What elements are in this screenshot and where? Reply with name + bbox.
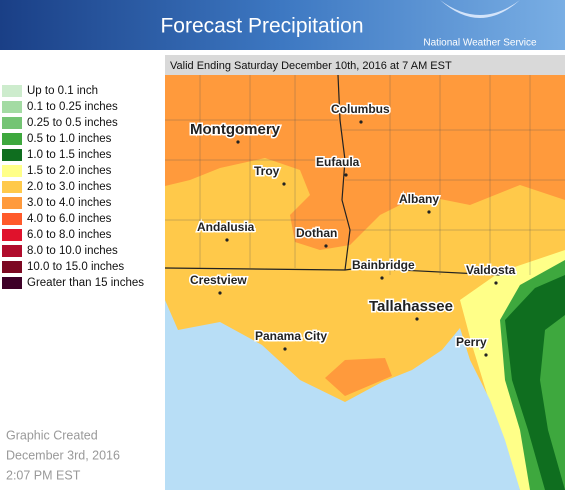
city-label: Panama City — [255, 329, 327, 343]
valid-time: Valid Ending Saturday December 10th, 201… — [170, 60, 452, 72]
legend-swatch — [2, 165, 22, 177]
city-label: Dothan — [296, 226, 337, 240]
legend-label: 0.25 to 0.5 inches — [27, 117, 118, 129]
legend-swatch — [2, 117, 22, 129]
rain-3-4-coast — [325, 358, 392, 396]
legend-swatch — [2, 261, 22, 273]
agency-name: National Weather Service — [423, 38, 537, 49]
valid-bar — [165, 55, 565, 75]
legend-label: 1.5 to 2.0 inches — [27, 165, 112, 177]
city-label: Troy — [254, 164, 280, 178]
city-dot — [427, 210, 431, 214]
legend-label: 0.5 to 1.0 inches — [27, 133, 112, 145]
legend-label: 4.0 to 6.0 inches — [27, 213, 112, 225]
city-dot — [415, 317, 419, 321]
city-dot — [484, 353, 488, 357]
rain-1-1.5 — [505, 275, 565, 490]
legend-label: Up to 0.1 inch — [27, 85, 98, 97]
city-dot — [359, 120, 363, 124]
city-dot — [283, 347, 287, 351]
city-label: Perry — [456, 335, 487, 349]
city-dot — [324, 244, 328, 248]
legend-label: Greater than 15 inches — [27, 277, 144, 289]
legend-swatch — [2, 213, 22, 225]
city-dot — [494, 281, 498, 285]
legend-swatch — [2, 101, 22, 113]
city-dot — [344, 173, 348, 177]
legend-swatch — [2, 197, 22, 209]
county-lines — [165, 75, 565, 275]
city-label: Montgomery — [190, 121, 281, 138]
city-label: Valdosta — [466, 263, 516, 277]
city-dot — [218, 291, 222, 295]
city-dot — [236, 140, 240, 144]
logo — [440, 0, 520, 18]
legend-swatch — [2, 245, 22, 257]
city-label: Columbus — [331, 102, 390, 116]
state-line — [164, 267, 501, 276]
legend-label: 10.0 to 15.0 inches — [27, 261, 124, 273]
legend-label: 6.0 to 8.0 inches — [27, 229, 112, 241]
city-labels: Montgomery Columbus Troy Eufaula Albany Andal… — [189, 101, 517, 357]
city-label: Andalusia — [197, 220, 255, 234]
state-line — [337, 74, 351, 271]
legend-swatch — [2, 85, 22, 97]
city-label: Crestview — [190, 273, 247, 287]
legend-label: 1.0 to 1.5 inches — [27, 149, 112, 161]
city-label: Tallahassee — [369, 298, 453, 315]
city-label: Eufaula — [316, 155, 360, 169]
gulf — [165, 300, 520, 490]
legend-label: 3.0 to 4.0 inches — [27, 197, 112, 209]
legend-label: 0.1 to 0.25 inches — [27, 101, 118, 113]
city-label: Bainbridge — [352, 258, 415, 272]
legend-label: 8.0 to 10.0 inches — [27, 245, 118, 257]
legend-swatch — [2, 277, 22, 289]
map: Valid Ending Saturday December 10th, 201… — [164, 55, 565, 490]
legend-swatch — [2, 133, 22, 145]
city-label: Albany — [399, 192, 439, 206]
footer-line: December 3rd, 2016 — [6, 448, 120, 462]
footer-line: 2:07 PM EST — [6, 468, 81, 482]
city-dot — [380, 276, 384, 280]
rain-3-4 — [165, 75, 565, 250]
city-dot — [282, 182, 286, 186]
footer-line: Graphic Created — [6, 428, 98, 442]
legend-swatch — [2, 229, 22, 241]
legend-label: 2.0 to 3.0 inches — [27, 181, 112, 193]
footer: Graphic Created December 3rd, 2016 2:07 PM… — [6, 428, 120, 482]
city-dot — [225, 238, 229, 242]
legend: Up to 0.1 inch 0.1 to 0.25 inches 0.25 to … — [2, 85, 144, 289]
legend-swatch — [2, 181, 22, 193]
legend-swatch — [2, 149, 22, 161]
page-title: Forecast Precipitation — [160, 15, 363, 38]
header-bar — [0, 0, 565, 50]
